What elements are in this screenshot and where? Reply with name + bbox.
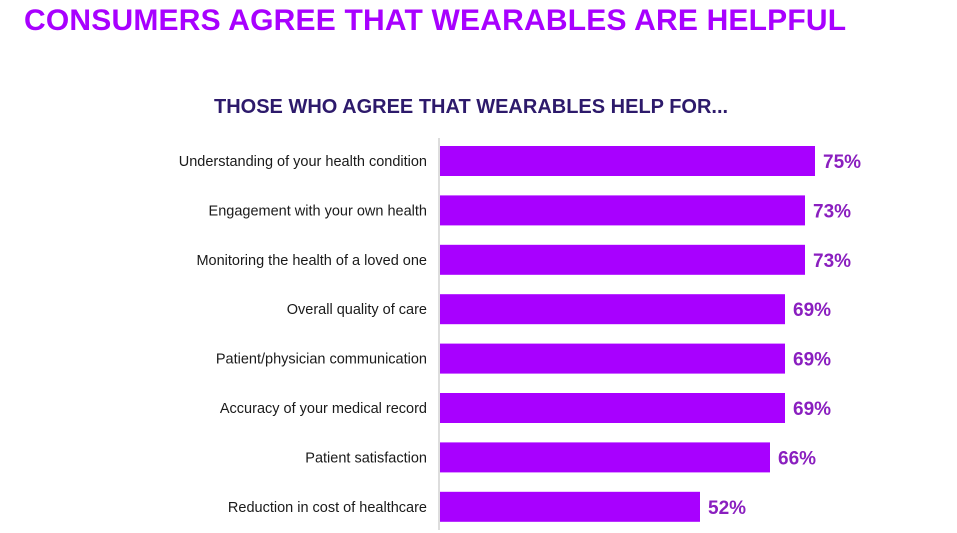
- category-label: Accuracy of your medical record: [220, 401, 427, 417]
- value-label: 52%: [708, 498, 746, 519]
- bar: [440, 195, 805, 226]
- bar: [440, 343, 785, 374]
- category-label: Patient satisfaction: [305, 450, 427, 466]
- bar: [440, 393, 785, 423]
- value-label: 73%: [813, 251, 851, 272]
- value-label: 66%: [778, 448, 816, 469]
- value-label: 69%: [793, 350, 831, 371]
- category-label: Understanding of your health condition: [179, 154, 427, 170]
- bar: [440, 244, 805, 275]
- value-label: 69%: [793, 399, 831, 420]
- bar: [440, 442, 770, 473]
- category-label: Engagement with your own health: [209, 203, 427, 219]
- page-title: CONSUMERS AGREE THAT WEARABLES ARE HELPF…: [24, 4, 847, 37]
- category-label: Overall quality of care: [287, 302, 427, 318]
- category-label: Reduction in cost of healthcare: [228, 500, 427, 516]
- category-label: Patient/physician communication: [216, 352, 427, 368]
- category-label: Monitoring the health of a loved one: [196, 253, 427, 269]
- value-label: 69%: [793, 300, 831, 321]
- value-label: 73%: [813, 201, 851, 222]
- bar: [440, 491, 700, 522]
- bar: [440, 146, 815, 176]
- bar: [440, 294, 785, 325]
- value-label: 75%: [823, 152, 861, 173]
- chart-title: THOSE WHO AGREE THAT WEARABLES HELP FOR.…: [214, 96, 729, 118]
